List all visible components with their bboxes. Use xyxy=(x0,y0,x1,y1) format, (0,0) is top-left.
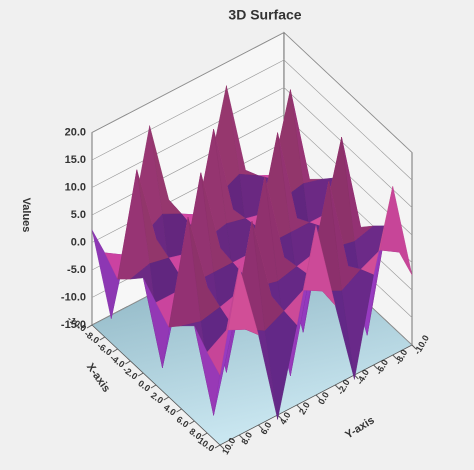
z-tick-label: -15.0 xyxy=(61,319,86,331)
x-tick xyxy=(163,396,170,401)
grid-line xyxy=(91,32,413,153)
x-tick xyxy=(125,360,131,365)
z-tick-label: -5.0 xyxy=(67,264,86,276)
x-tick xyxy=(214,444,221,449)
y-tick xyxy=(373,364,378,370)
x-tick xyxy=(176,408,182,413)
z-tick-label: 20.0 xyxy=(65,126,86,138)
z-tick-label: 5.0 xyxy=(71,209,86,221)
x-tick xyxy=(189,420,195,425)
x-tick xyxy=(86,324,93,329)
z-tick-label: 10.0 xyxy=(65,181,86,193)
x-tick xyxy=(201,432,208,437)
z-tick-label: 15.0 xyxy=(65,154,86,166)
y-tick xyxy=(258,424,263,430)
y-tick xyxy=(315,394,321,400)
surface-facet xyxy=(206,266,240,376)
x-tick xyxy=(137,372,144,377)
z-axis-title: Values xyxy=(20,198,32,233)
x-tick xyxy=(150,384,157,389)
x-tick xyxy=(99,336,106,341)
y-tick xyxy=(334,384,340,390)
y-tick xyxy=(219,444,225,450)
grid-line xyxy=(91,59,413,181)
x-tick xyxy=(112,348,118,353)
y-tick xyxy=(238,434,244,440)
y-tick xyxy=(296,404,302,410)
y-tick xyxy=(392,354,398,360)
y-tick xyxy=(411,344,417,350)
z-tick-label: 0.0 xyxy=(71,236,86,248)
z-tick-label: -10.0 xyxy=(61,291,86,303)
chart-title: 3D Surface xyxy=(228,7,301,23)
